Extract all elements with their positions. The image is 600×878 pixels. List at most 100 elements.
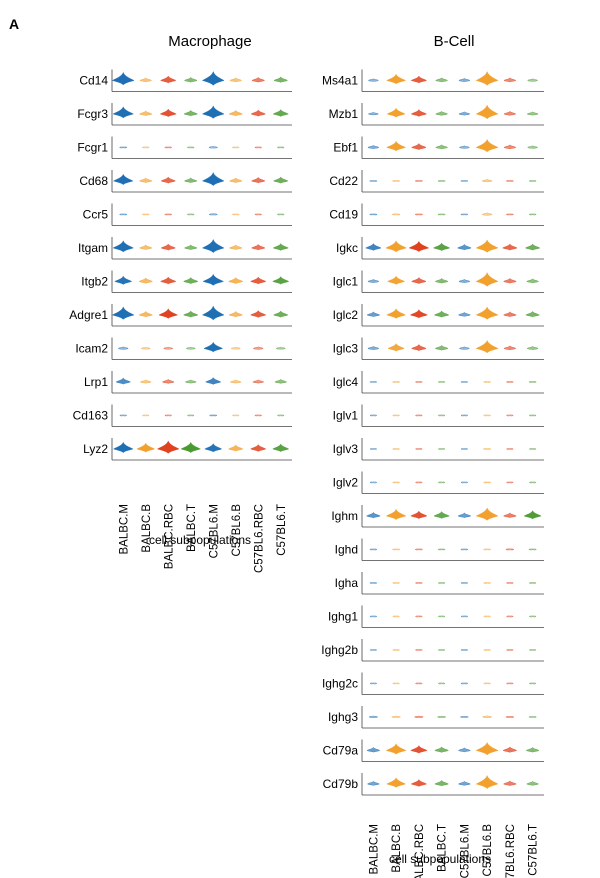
violin-fcgr1-c57bl6-b (232, 146, 240, 149)
x-tick-label: BALBC.M (368, 824, 380, 875)
violin-cd79a-c57bl6-m (458, 747, 471, 753)
violin-mzb1-c57bl6-m (458, 111, 471, 116)
gene-label: Lyz2 (83, 442, 108, 456)
violin-row-lrp1: Lrp1 (84, 371, 292, 394)
violin-ighm-c57bl6-b (475, 507, 499, 521)
gene-label: Iglc1 (333, 275, 359, 289)
violin-cd79b-c57bl6-t (526, 780, 539, 786)
violin-lrp1-c57bl6-m (205, 376, 222, 385)
violin-itgb2-balbc-b (138, 277, 153, 284)
violin-igkc-c57bl6-b (475, 239, 499, 253)
violin-cd19-balbc-m (369, 213, 378, 216)
violin-cd19-c57bl6-m (460, 213, 469, 216)
violin-ms4a1-c57bl6-b (475, 70, 499, 86)
violin-ighg3-balbc-m (368, 715, 378, 718)
violin-fcgr1-c57bl6-rbc (254, 146, 262, 149)
gene-label: Ighg3 (328, 710, 358, 724)
violin-icam2-c57bl6-m (203, 341, 223, 353)
violin-row-ebf1: Ebf1 (333, 136, 544, 159)
violin-ighg2b-balbc-rbc (415, 649, 423, 651)
violin-adgre1-c57bl6-t (273, 310, 289, 318)
violin-cd79b-balbc-b (386, 777, 406, 788)
violin-igha-c57bl6-rbc (506, 582, 514, 584)
violin-lyz2-c57bl6-t (272, 443, 290, 453)
violin-ighd-balbc-t (437, 548, 446, 551)
violin-row-iglc3: Iglc3 (333, 337, 544, 360)
violin-mzb1-c57bl6-b (475, 104, 499, 120)
violin-ms4a1-c57bl6-t (527, 78, 538, 82)
violin-cd68-c57bl6-rbc (251, 176, 266, 184)
violin-cd163-c57bl6-rbc (254, 414, 262, 417)
violin-row-iglc4: Iglc4 (333, 371, 544, 394)
violin-row-iglc1: Iglc1 (333, 270, 544, 293)
violin-iglv1-c57bl6-b (483, 414, 491, 417)
violin-row-iglc2: Iglc2 (333, 304, 544, 327)
violin-icam2-balbc-b (140, 346, 151, 350)
violin-ighm-balbc-rbc (410, 510, 428, 520)
violin-adgre1-balbc-rbc (158, 308, 178, 319)
violin-lyz2-balbc-m (113, 441, 134, 454)
violin-cd79b-balbc-t (434, 779, 449, 787)
x-tick-label: C57BL6.M (208, 504, 220, 558)
gene-label: Ms4a1 (322, 74, 358, 88)
violin-cd14-c57bl6-t (273, 76, 288, 83)
violin-cd68-balbc-t (184, 177, 198, 184)
violin-row-cd22: Cd22 (329, 170, 544, 193)
gene-label: Igha (335, 576, 359, 590)
violin-ighm-c57bl6-m (457, 512, 471, 519)
violin-cd163-c57bl6-t (277, 414, 285, 417)
violin-fcgr3-c57bl6-b (228, 109, 243, 117)
violin-ighg2c-c57bl6-rbc (506, 682, 514, 685)
violin-ighg2c-c57bl6-m (460, 682, 469, 685)
violin-ebf1-balbc-t (435, 144, 448, 150)
violin-ebf1-c57bl6-b (475, 138, 499, 153)
violin-cd163-c57bl6-b (232, 414, 240, 417)
x-axis-label: cell subpopulations (389, 852, 491, 866)
violin-cd14-c57bl6-b (229, 77, 242, 83)
violin-iglc3-c57bl6-b (475, 339, 499, 354)
violin-row-cd79b: Cd79b (323, 773, 544, 796)
violin-row-igkc: Igkc (336, 237, 544, 260)
violin-fcgr1-balbc-rbc (164, 146, 172, 149)
violin-iglv2-balbc-t (438, 481, 446, 484)
gene-label: Igkc (336, 241, 358, 255)
violin-iglv1-c57bl6-t (529, 414, 537, 417)
violin-lrp1-balbc-t (185, 379, 197, 384)
violin-igkc-balbc-t (433, 242, 451, 252)
violin-iglv1-balbc-t (438, 414, 446, 417)
violin-iglc2-c57bl6-t (525, 310, 540, 318)
violin-ighg2c-c57bl6-t (529, 682, 537, 685)
violin-cd79a-c57bl6-rbc (502, 746, 517, 753)
violin-ebf1-balbc-b (386, 140, 406, 152)
violin-iglv2-c57bl6-t (529, 481, 537, 484)
violin-ebf1-balbc-m (367, 144, 380, 150)
violin-cd14-balbc-b (139, 77, 152, 83)
violin-adgre1-c57bl6-rbc (250, 309, 267, 318)
violin-fcgr3-balbc-b (139, 110, 153, 117)
violin-row-ms4a1: Ms4a1 (322, 69, 544, 92)
violin-row-adgre1: Adgre1 (69, 304, 292, 327)
x-tick-label: C57BL6.T (528, 824, 540, 876)
violin-lrp1-balbc-b (140, 379, 152, 384)
violin-itgb2-c57bl6-rbc (250, 276, 267, 285)
violin-row-fcgr3: Fcgr3 (77, 103, 292, 126)
violin-row-cd19: Cd19 (329, 203, 544, 226)
violin-row-cd163: Cd163 (73, 404, 292, 427)
violin-adgre1-c57bl6-b (228, 310, 243, 318)
violin-ccr5-c57bl6-b (232, 213, 240, 216)
violin-cd79a-balbc-b (385, 743, 407, 755)
panel-title: Macrophage (168, 33, 251, 50)
gene-label: Iglv3 (333, 442, 359, 456)
violin-row-icam2: Icam2 (75, 337, 292, 360)
violin-lrp1-balbc-m (115, 377, 131, 385)
violin-iglv3-balbc-t (438, 448, 446, 450)
violin-itgb2-c57bl6-t (272, 275, 290, 285)
violin-igkc-balbc-rbc (408, 240, 430, 253)
violin-row-fcgr1: Fcgr1 (77, 136, 292, 159)
violin-itgam-c57bl6-rbc (251, 243, 266, 251)
violin-iglv2-balbc-m (369, 481, 377, 484)
violin-ighm-balbc-m (366, 511, 381, 519)
violin-iglc2-balbc-t (434, 310, 450, 318)
violin-itgb2-balbc-t (183, 276, 199, 285)
gene-label: Fcgr1 (77, 141, 108, 155)
